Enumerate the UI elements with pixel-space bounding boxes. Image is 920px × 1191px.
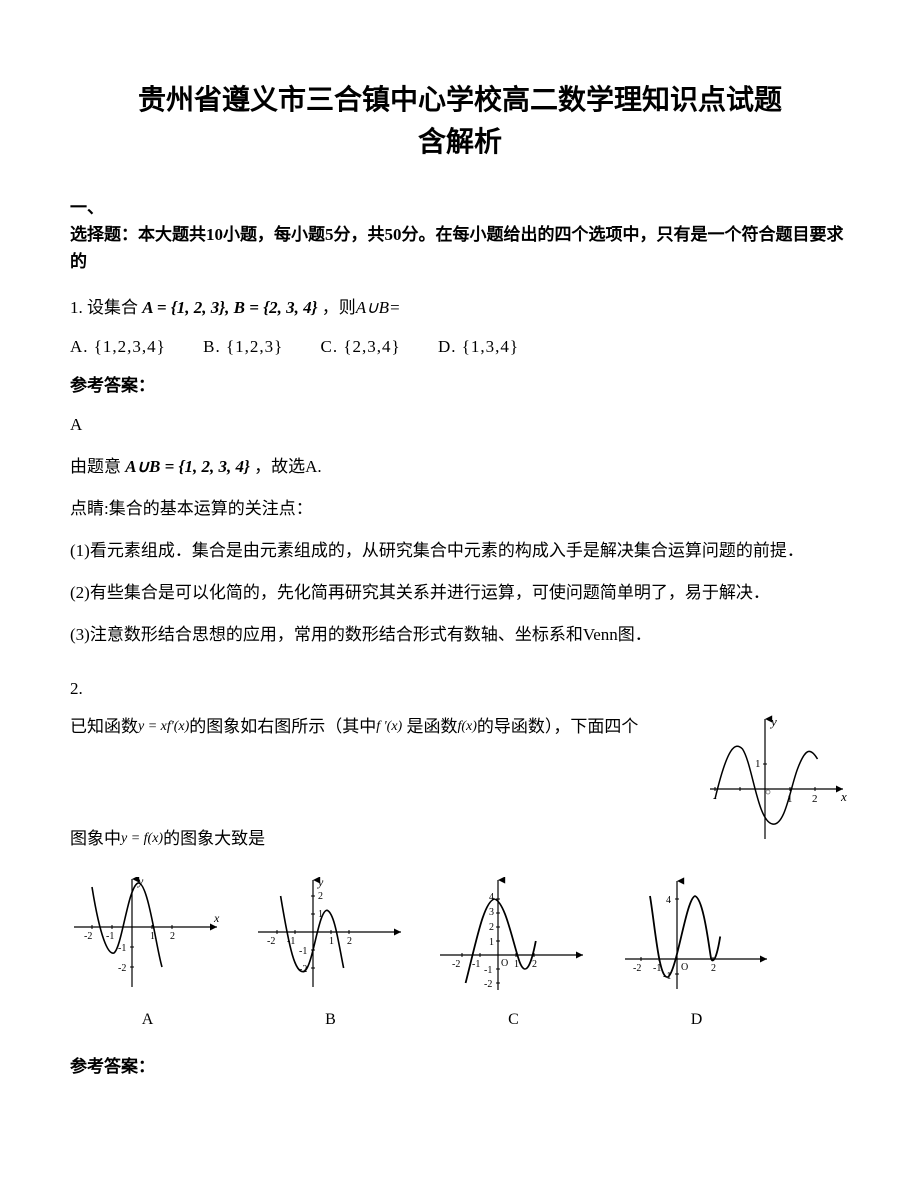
svg-text:1: 1	[489, 937, 494, 948]
q2-option-charts: -2 -1 1 2 -1 -2 y x A	[70, 877, 850, 1033]
svg-text:O: O	[681, 962, 688, 973]
svg-text:-2: -2	[484, 979, 492, 990]
option-chart-c: -2-1 12 12 34 -1-2 O	[436, 877, 591, 1033]
q1-num: 1.	[70, 298, 87, 317]
svg-text:2: 2	[532, 959, 537, 970]
section-text: 选择题：本大题共10小题，每小题5分，共50分。在每小题给出的四个选项中，只有是…	[70, 225, 844, 271]
svg-text:2: 2	[711, 963, 716, 974]
q2-l1a: 已知函数	[70, 717, 138, 736]
svg-text:-1: -1	[472, 959, 480, 970]
svg-text:-2: -2	[84, 931, 92, 942]
q2-f3: f(x)	[457, 719, 476, 734]
q2-l1b: 的图象如右图所示（其中	[189, 717, 376, 736]
section-heading: 一、 选择题：本大题共10小题，每小题5分，共50分。在每小题给出的四个选项中，…	[70, 194, 850, 276]
page-title: 贵州省遵义市三合镇中心学校高二数学理知识点试题 含解析	[70, 80, 850, 164]
q1-exp-formula: A∪B = {1, 2, 3, 4}	[125, 457, 250, 476]
svg-text:2: 2	[812, 793, 818, 805]
q1-exp-p3: (3)注意数形结合思想的应用，常用的数形结合形式有数轴、坐标系和Venn图．	[70, 618, 850, 652]
q1-formula: A = {1, 2, 3}, B = {2, 3, 4}	[142, 298, 317, 317]
q2-l1c: 是函数	[402, 717, 457, 736]
main-reference-chart: - 1 2 1 x y	[705, 714, 850, 857]
q1-exp-pre: 由题意	[70, 457, 121, 476]
svg-text:-2: -2	[118, 963, 126, 974]
svg-text:x: x	[213, 911, 220, 925]
svg-text:-2: -2	[633, 963, 641, 974]
q2-f2: f '(x)	[376, 719, 402, 734]
q1-pre: 设集合	[87, 298, 142, 317]
q1-stem: 1. 设集合 A = {1, 2, 3}, B = {2, 3, 4} ，则A∪…	[70, 294, 850, 321]
svg-text:4: 4	[666, 895, 671, 906]
svg-text:2: 2	[347, 936, 352, 947]
question-1: 1. 设集合 A = {1, 2, 3}, B = {2, 3, 4} ，则A∪…	[70, 294, 850, 653]
svg-text:2: 2	[489, 922, 494, 933]
q1-options: A. {1,2,3,4} B. {1,2,3} C. {2,3,4} D. {1…	[70, 333, 850, 360]
q1-exp1: 由题意 A∪B = {1, 2, 3, 4} ，故选A.	[70, 450, 850, 484]
q2-stem-line1: 已知函数y = xf'(x)的图象如右图所示（其中f '(x) 是函数f(x)的…	[70, 708, 850, 858]
svg-text:y: y	[137, 877, 144, 888]
question-2: 2. 已知函数y = xf'(x)的图象如右图所示（其中f '(x) 是函数f(…	[70, 670, 850, 1080]
q1-opt-d: D. {1,3,4}	[438, 337, 519, 356]
option-chart-d: -2-1 2 4 -1 O D	[619, 877, 774, 1033]
q1-post: ，则	[322, 298, 356, 317]
opt-d-label: D	[619, 1007, 774, 1033]
svg-text:1: 1	[787, 793, 793, 805]
option-chart-a: -2-1 12 -1-2 y x A	[70, 877, 225, 1033]
section-pre: 一、	[70, 198, 104, 217]
svg-text:x: x	[840, 789, 847, 804]
svg-text:O: O	[501, 958, 508, 969]
q1-opt-a: A. {1,2,3,4}	[70, 337, 166, 356]
opt-b-label: B	[253, 1007, 408, 1033]
q1-exp-p2: (2)有些集合是可以化简的，先化简再研究其关系并进行运算，可使问题简单明了，易于…	[70, 576, 850, 610]
svg-text:2: 2	[318, 891, 323, 902]
q2-answer-label: 参考答案：	[70, 1053, 850, 1080]
svg-text:-1: -1	[118, 943, 126, 954]
svg-text:1: 1	[329, 936, 334, 947]
q1-answer-letter: A	[70, 411, 850, 438]
svg-text:-1: -1	[484, 965, 492, 976]
q1-answer-label: 参考答案：	[70, 372, 850, 399]
svg-text:-1: -1	[106, 931, 114, 942]
q2-f1: y = xf'(x)	[138, 719, 189, 734]
q1-exp-post: ，故选A.	[254, 457, 322, 476]
svg-text:-: -	[713, 792, 717, 804]
svg-text:-1: -1	[299, 946, 307, 957]
q2-l2a: 图象中	[70, 829, 121, 848]
option-chart-b: -2-1 12 12 -1-2 y B	[253, 877, 408, 1033]
q2-l1d: 的导函数），下面四个	[477, 717, 639, 736]
svg-text:y: y	[769, 714, 777, 729]
svg-text:2: 2	[170, 931, 175, 942]
q2-l2b: 的图象大致是	[163, 829, 265, 848]
opt-a-label: A	[70, 1007, 225, 1033]
q1-post2: A∪B=	[356, 298, 401, 317]
svg-text:-2: -2	[267, 936, 275, 947]
q2-num: 2.	[70, 670, 850, 707]
q1-exp-p1: (1)看元素组成．集合是由元素组成的，从研究集合中元素的构成入手是解决集合运算问…	[70, 534, 850, 568]
title-line-1: 贵州省遵义市三合镇中心学校高二数学理知识点试题	[138, 85, 782, 116]
svg-text:-2: -2	[452, 959, 460, 970]
q1-opt-c: C. {2,3,4}	[321, 337, 401, 356]
svg-text:1: 1	[755, 758, 761, 770]
q2-l2f1: y = f(x)	[121, 831, 163, 846]
svg-text:3: 3	[489, 907, 494, 918]
title-line-2: 含解析	[418, 127, 502, 158]
q1-opt-b: B. {1,2,3}	[203, 337, 283, 356]
opt-c-label: C	[436, 1007, 591, 1033]
q1-exp-note: 点睛:集合的基本运算的关注点：	[70, 492, 850, 526]
svg-text:y: y	[317, 877, 324, 889]
